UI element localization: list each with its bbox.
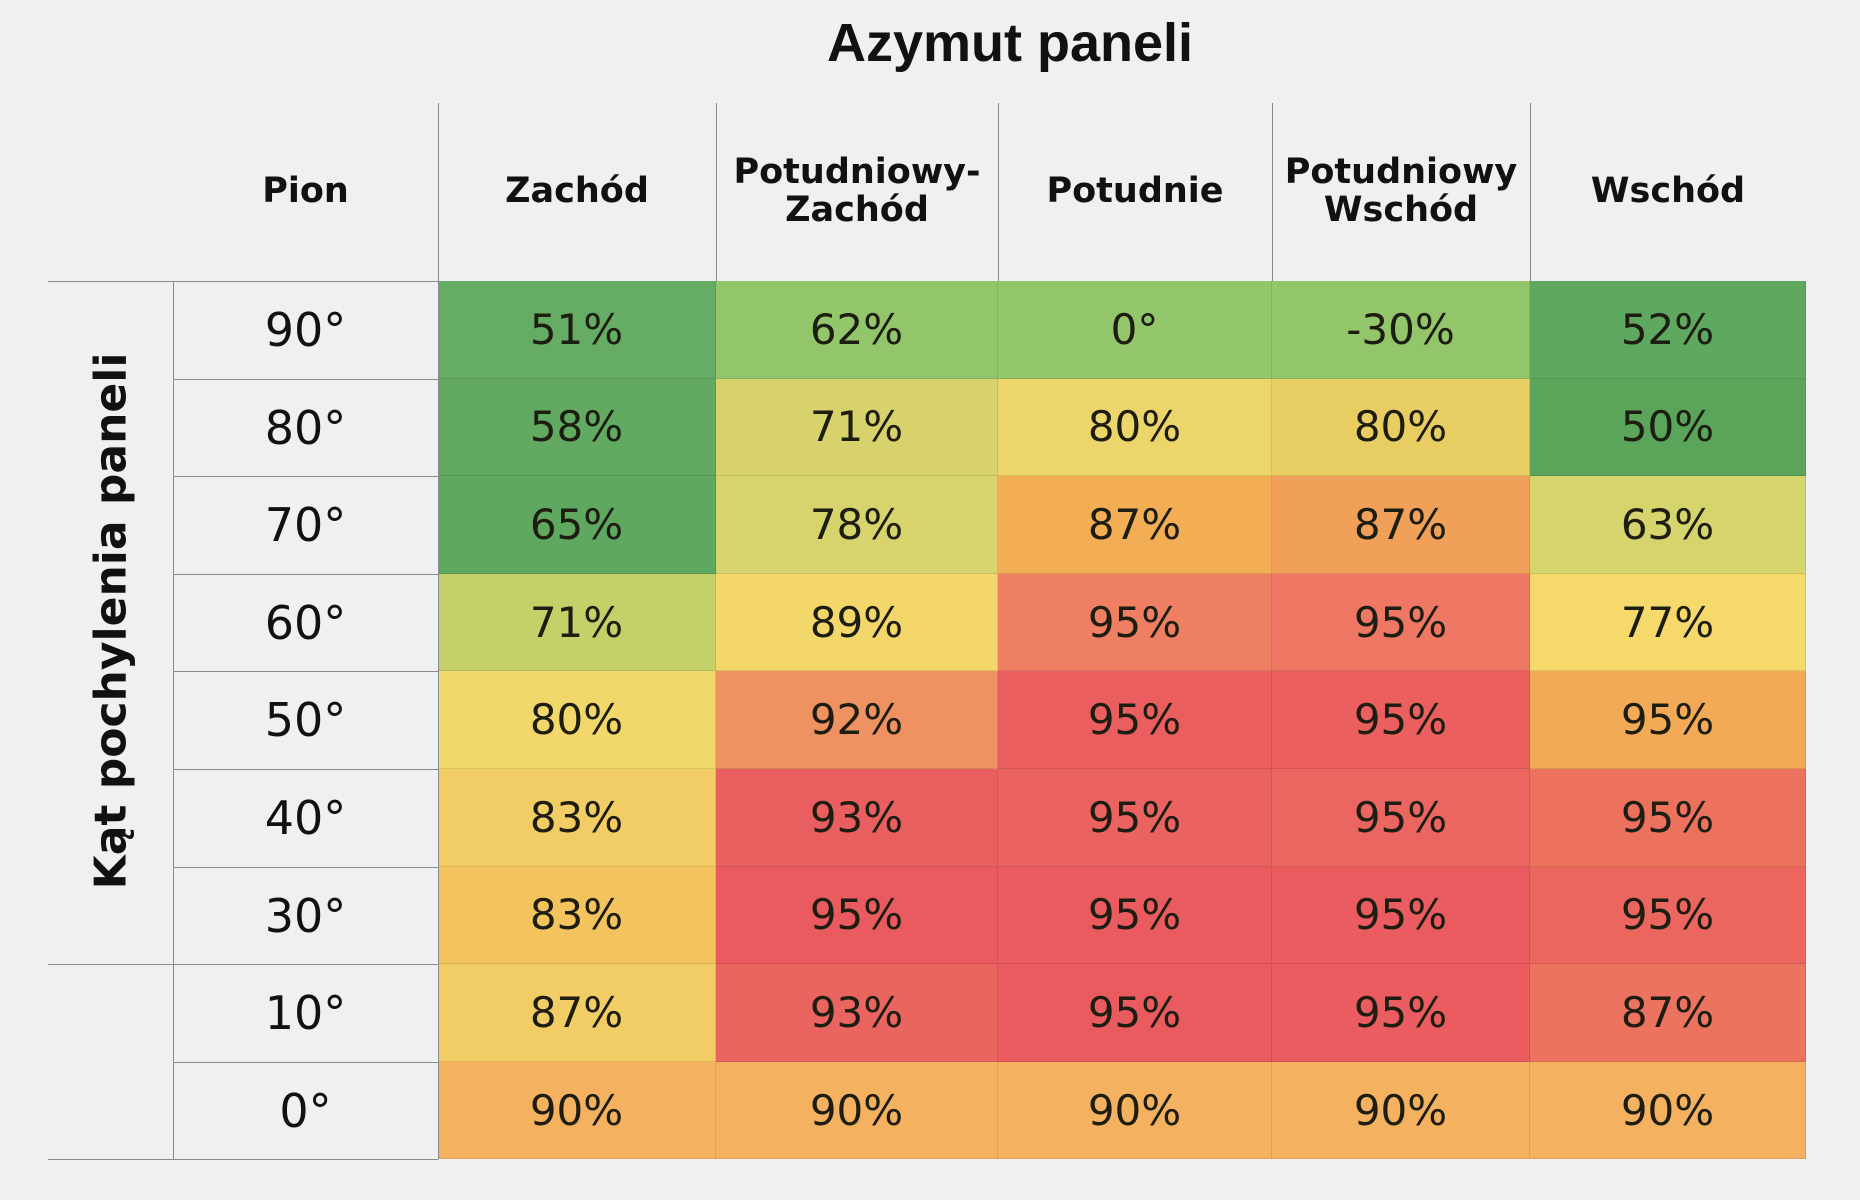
heatmap-cell: 80% (438, 671, 716, 769)
heatmap-cell: 83% (438, 769, 716, 867)
heatmap-cell: 50% (1530, 378, 1806, 477)
grid-line-vertical (1272, 103, 1273, 281)
heatmap-cell: 63% (1530, 476, 1806, 574)
chart-title: Azymut paneli (826, 13, 1194, 73)
heatmap-cell: 90% (998, 1061, 1272, 1160)
row-header: 60° (264, 595, 347, 650)
grid-line-horizontal (48, 1159, 438, 1161)
grid-line-vertical (438, 281, 439, 1160)
heatmap-cell: 92% (716, 671, 998, 769)
grid-line-vertical (1530, 103, 1531, 281)
heatmap-cell: 90% (1272, 1061, 1530, 1160)
heatmap-cell: 89% (716, 573, 998, 672)
heatmap-cell: 95% (998, 769, 1272, 867)
heatmap-cell: 93% (716, 964, 998, 1062)
heatmap-cell: 87% (1530, 964, 1806, 1062)
heatmap-cell: 95% (1530, 769, 1806, 867)
heatmap-cell: 58% (438, 378, 716, 477)
heatmap-cell: 83% (438, 866, 716, 965)
column-header: Potudniowy Wschód (1284, 152, 1518, 230)
heatmap-cell: 80% (1272, 378, 1530, 477)
grid-line-vertical (716, 103, 717, 281)
heatmap-cell: 71% (438, 573, 716, 672)
heatmap-cell: 90% (1530, 1061, 1806, 1160)
heatmap-cell: 77% (1530, 573, 1806, 672)
row-header: 10° (264, 986, 347, 1041)
heatmap-cell: 87% (438, 964, 716, 1062)
heatmap-cell: 95% (1272, 573, 1530, 672)
heatmap-cell: 65% (438, 476, 716, 574)
y-axis-label: Kąt pochylenia paneli (85, 352, 136, 890)
y-axis-label-area: Kąt pochylenia paneli (48, 281, 173, 961)
heatmap-cell: 95% (1272, 964, 1530, 1062)
grid-line-horizontal (48, 964, 173, 966)
grid-line-horizontal (173, 671, 438, 673)
heatmap-cell: 51% (438, 281, 716, 379)
heatmap-cell: 95% (998, 573, 1272, 672)
grid-line-vertical (998, 103, 999, 281)
heatmap-cell: 90% (438, 1061, 716, 1160)
column-header: Wschód (1590, 171, 1746, 211)
heatmap-cell: 95% (998, 671, 1272, 769)
grid-line-horizontal (173, 964, 438, 966)
heatmap-cell: 78% (716, 476, 998, 574)
column-header: Zachód (505, 171, 649, 211)
grid-line-horizontal (48, 281, 438, 282)
heatmap-cell: 95% (1272, 769, 1530, 867)
column-header: Potudnie (1046, 171, 1224, 211)
row-header: 40° (264, 791, 347, 845)
row-header: 0° (279, 1083, 332, 1138)
heatmap-cell: 52% (1530, 281, 1806, 379)
heatmap-cell: 80% (998, 378, 1272, 477)
heatmap-cell: 90% (716, 1061, 998, 1160)
heatmap-cell: 87% (998, 476, 1272, 574)
grid-line-vertical (173, 281, 174, 1160)
heatmap-cell: 95% (1272, 866, 1530, 965)
row-header: 50° (264, 693, 347, 748)
row-header: 70° (264, 498, 347, 553)
grid-line-vertical (438, 103, 439, 281)
grid-line-horizontal (173, 573, 438, 575)
heatmap-cell: 95% (716, 866, 998, 965)
heatmap-cell: 95% (998, 866, 1272, 965)
grid-line-horizontal (173, 1061, 438, 1063)
grid-line-horizontal (173, 769, 438, 770)
grid-line-horizontal (173, 866, 438, 868)
heatmap-cell: 62% (716, 281, 998, 379)
heatmap-cell: 95% (1272, 671, 1530, 769)
grid-line-horizontal (173, 378, 438, 380)
row-header: 90° (264, 303, 347, 357)
heatmap-cell: 87% (1272, 476, 1530, 574)
heatmap-cell: 95% (1530, 866, 1806, 965)
heatmap-cell: 71% (716, 378, 998, 477)
corner-header: Pion (262, 171, 349, 211)
row-header: 30° (264, 888, 347, 943)
heatmap-cell: 0° (998, 281, 1272, 379)
heatmap-cell: 93% (716, 769, 998, 867)
grid-line-horizontal (173, 476, 438, 478)
row-header: 80° (264, 400, 347, 455)
heatmap-cell: 95% (1530, 671, 1806, 769)
heatmap-cell: -30% (1272, 281, 1530, 379)
column-header: Potudniowy- Zachód (733, 152, 981, 230)
heatmap-cell: 95% (998, 964, 1272, 1062)
